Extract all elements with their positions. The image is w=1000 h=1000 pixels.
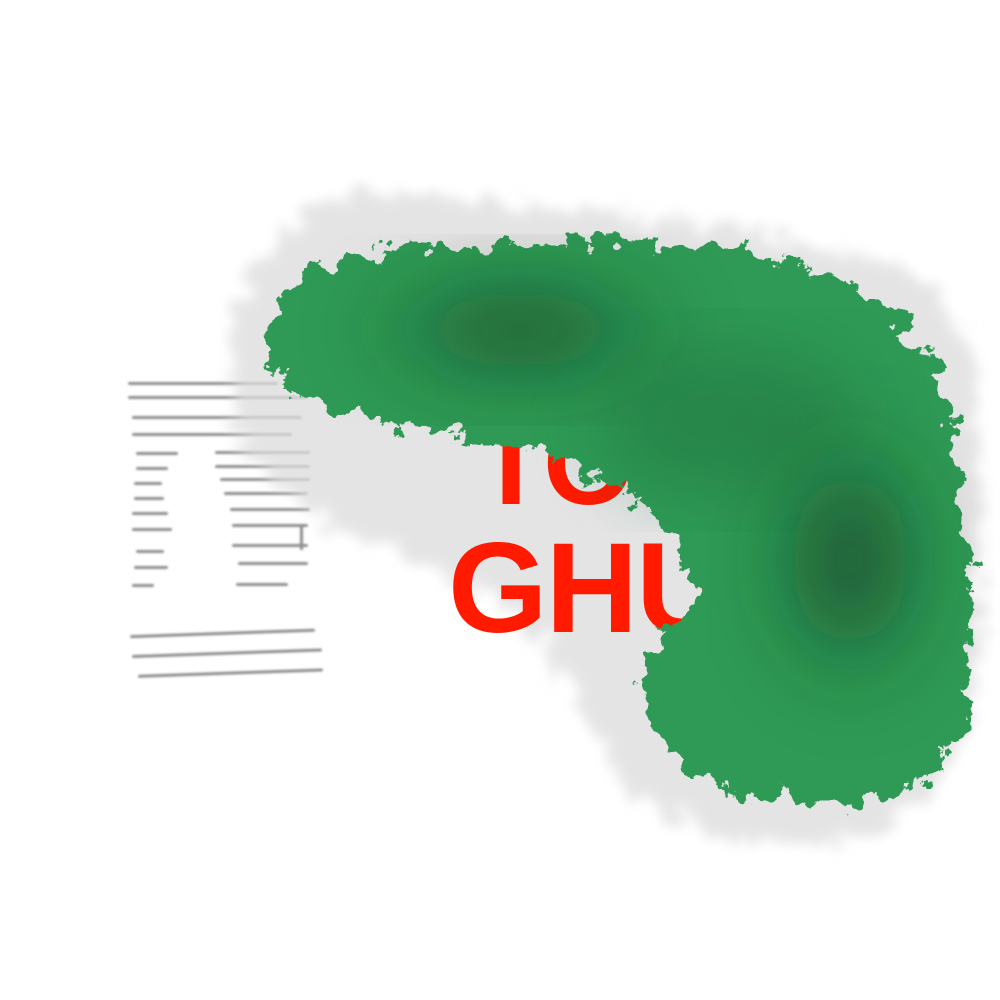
headline-line-1: TO bbox=[475, 398, 635, 530]
headline: TO GHU bbox=[430, 395, 760, 665]
document-lines bbox=[128, 382, 323, 678]
blurred-document bbox=[120, 370, 335, 700]
headline-line-2: GHU bbox=[448, 517, 728, 660]
